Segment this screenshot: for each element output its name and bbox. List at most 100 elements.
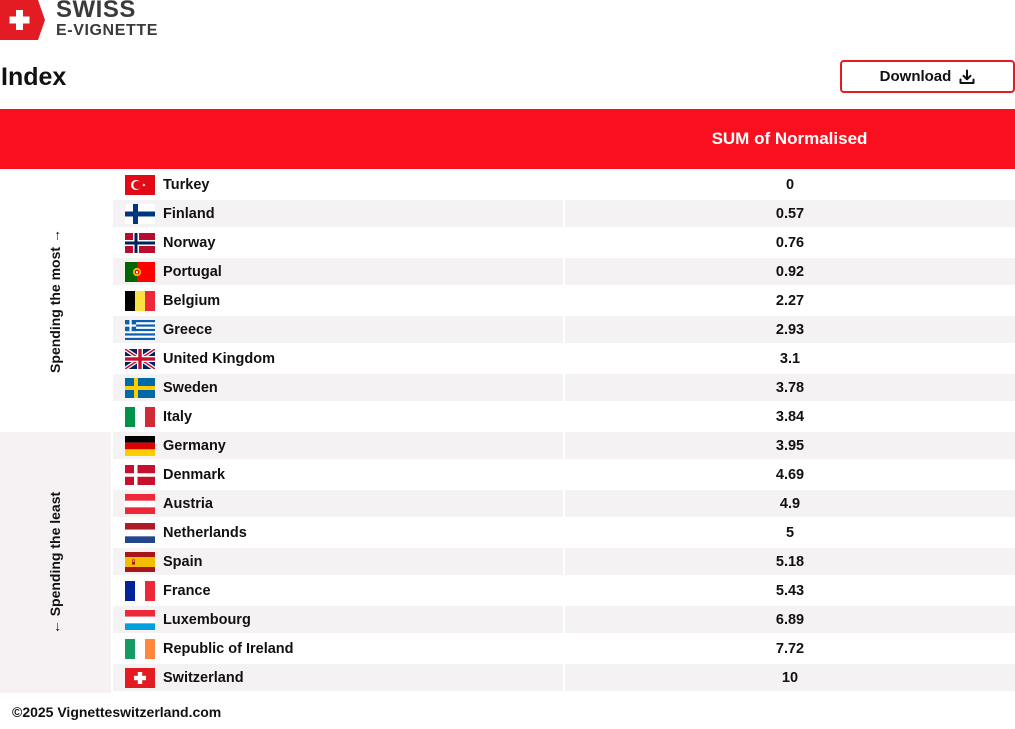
norway-flag-icon: [125, 232, 155, 253]
normalised-sum-value: 6.89: [565, 606, 1015, 633]
normalised-sum-value: 3.95: [565, 432, 1015, 459]
country-name: Spain: [163, 553, 203, 570]
country-name: Austria: [163, 495, 213, 512]
finland-flag-icon: [125, 203, 155, 224]
netherlands-flag-icon: [125, 522, 155, 543]
country-cell: Belgium: [113, 287, 563, 314]
ireland-flag-icon: [125, 638, 155, 659]
table-row: Sweden 3.78: [113, 373, 1015, 402]
country-cell: Switzerland: [113, 664, 563, 691]
footer-copyright: ©2025 Vignetteswitzerland.com: [12, 704, 222, 720]
country-name: Luxembourg: [163, 611, 251, 628]
group-label-spending-least: ← Spending the least: [47, 491, 63, 634]
country-cell: Denmark: [113, 461, 563, 488]
normalised-sum-value: 3.84: [775, 408, 805, 425]
country-cell: France: [113, 577, 563, 604]
group-label-spending-most: Spending the most →: [47, 228, 63, 373]
belgium-flag-icon: [125, 290, 155, 311]
table-row: Italy 3.84: [113, 402, 1015, 431]
normalised-sum-value: 0: [785, 176, 795, 193]
table-row: Switzerland 10: [113, 663, 1015, 692]
italy-flag-icon: [125, 406, 155, 427]
country-name: Norway: [163, 234, 216, 251]
table-row: Portugal 0.92: [113, 257, 1015, 286]
denmark-flag-icon: [125, 464, 155, 485]
country-cell: Luxembourg: [113, 606, 563, 633]
normalised-sum-value: 5.43: [775, 582, 805, 599]
country-cell: Italy: [113, 403, 563, 430]
country-cell: Finland: [113, 200, 563, 227]
country-name: Germany: [163, 437, 226, 454]
normalised-sum-value: 2.93: [565, 316, 1015, 343]
switzerland-flag-icon: [125, 667, 155, 688]
country-name: Republic of Ireland: [163, 640, 294, 657]
table-row: Denmark 4.69: [113, 460, 1015, 489]
table-row: United Kingdom 3.1: [113, 344, 1015, 373]
page-title: Index: [1, 63, 67, 91]
country-cell: Sweden: [113, 374, 563, 401]
france-flag-icon: [125, 580, 155, 601]
download-button-label: Download: [879, 68, 952, 85]
normalised-sum-value: 7.72: [775, 640, 805, 657]
table-row: Spain 5.18: [113, 547, 1015, 576]
country-cell: Republic of Ireland: [113, 635, 563, 662]
brand-name-line2: E-VIGNETTE: [56, 22, 159, 39]
group-spending-least: ← Spending the least: [0, 432, 111, 693]
country-cell: Portugal: [113, 258, 563, 285]
greece-flag-icon: [125, 319, 155, 340]
turkey-flag-icon: [125, 174, 155, 195]
normalised-sum-value: 10: [565, 664, 1015, 691]
country-cell: Norway: [113, 229, 563, 256]
table-row: Republic of Ireland 7.72: [113, 634, 1015, 663]
country-name: France: [163, 582, 211, 599]
austria-flag-icon: [125, 493, 155, 514]
country-cell: Greece: [113, 316, 563, 343]
table-row: Germany 3.95: [113, 431, 1015, 460]
spain-flag-icon: [125, 551, 155, 572]
swiss-flag-logo-icon: [0, 0, 45, 40]
table-row: Finland 0.57: [113, 199, 1015, 228]
normalised-sum-value: 3.78: [565, 374, 1015, 401]
country-name: Greece: [163, 321, 213, 338]
download-button[interactable]: Download: [840, 60, 1015, 93]
brand-logo: SWISS E-VIGNETTE: [0, 0, 175, 42]
normalised-sum-value: 5.18: [565, 548, 1015, 575]
country-cell: Netherlands: [113, 519, 563, 546]
sweden-flag-icon: [125, 377, 155, 398]
normalised-sum-value: 0.57: [565, 200, 1015, 227]
table-row: Netherlands 5: [113, 518, 1015, 547]
portugal-flag-icon: [125, 261, 155, 282]
table-row: France 5.43: [113, 576, 1015, 605]
column-header-sum-normalised: SUM of Normalised: [711, 129, 868, 148]
united-kingdom-flag-icon: [125, 348, 155, 369]
normalised-sum-value: 4.69: [775, 466, 805, 483]
table-row: Norway 0.76: [113, 228, 1015, 257]
download-icon: [959, 69, 975, 84]
table-row: Belgium 2.27: [113, 286, 1015, 315]
country-name: Switzerland: [163, 669, 244, 686]
country-cell: Turkey: [113, 171, 563, 198]
country-cell: Austria: [113, 490, 563, 517]
country-name: United Kingdom: [163, 350, 275, 367]
brand-name-line1: SWISS: [56, 0, 136, 23]
normalised-sum-value: 0.92: [565, 258, 1015, 285]
normalised-sum-value: 4.9: [565, 490, 1015, 517]
normalised-sum-value: 2.27: [775, 292, 805, 309]
country-cell: Spain: [113, 548, 563, 575]
country-name: Netherlands: [163, 524, 247, 541]
country-name: Belgium: [163, 292, 221, 309]
table-row: Austria 4.9: [113, 489, 1015, 518]
normalised-sum-value: 5: [785, 524, 795, 541]
table-row: Turkey 0: [113, 170, 1015, 199]
country-name: Denmark: [163, 466, 226, 483]
country-name: Finland: [163, 205, 215, 222]
table-header: SUM of Normalised: [0, 109, 1015, 169]
country-name: Turkey: [163, 176, 210, 193]
country-name: Sweden: [163, 379, 218, 396]
group-spending-most: Spending the most →: [0, 170, 111, 431]
luxembourg-flag-icon: [125, 609, 155, 630]
country-cell: United Kingdom: [113, 345, 563, 372]
country-cell: Germany: [113, 432, 563, 459]
normalised-sum-value: 3.1: [779, 350, 801, 367]
table-row: Luxembourg 6.89: [113, 605, 1015, 634]
